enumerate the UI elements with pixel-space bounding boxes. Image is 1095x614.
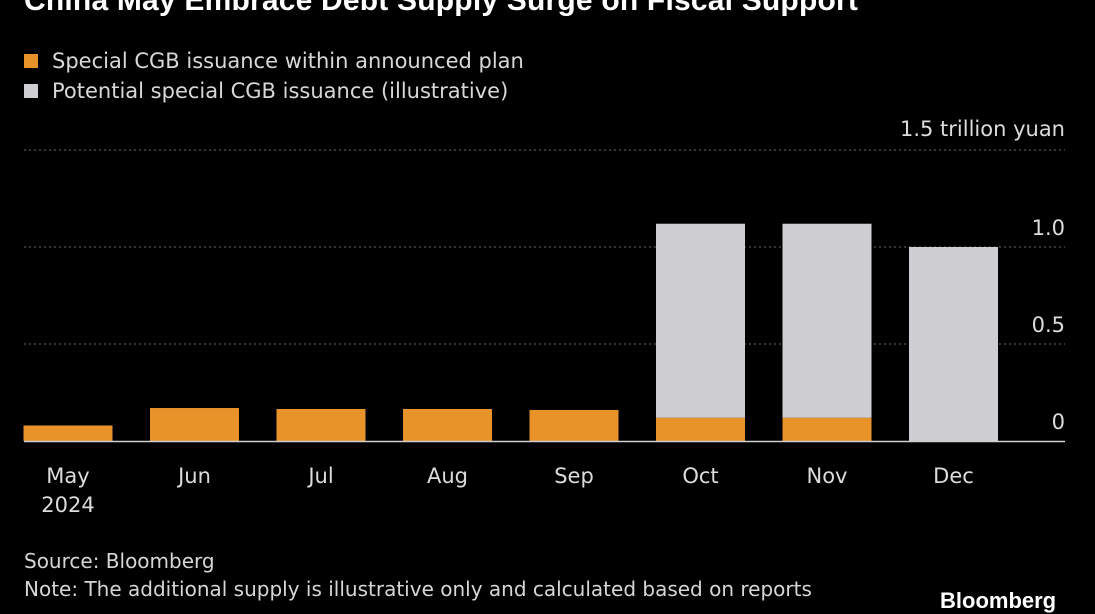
x-tick-label: Jun [176,464,211,488]
note-text: Note: The additional supply is illustrat… [24,577,812,601]
legend: Special CGB issuance within announced pl… [24,46,524,106]
x-tick-label: Dec [933,464,974,488]
brand-logo: Bloomberg [940,588,1057,613]
legend-item-potential: Potential special CGB issuance (illustra… [24,76,524,106]
x-tick-label: Jul [306,464,333,488]
y-tick-label: 1.0 [1032,216,1065,240]
legend-swatch-potential [24,84,38,98]
y-tick-label: 0 [1052,410,1065,434]
x-tick-label: Aug [427,464,468,488]
chart-area: 0 0.5 1.0 1.5 trillion yuan May 2024 Jun Jul Aug… [0,108,1095,528]
x-tick-label: Sep [554,464,594,488]
bar-chart: 0 0.5 1.0 1.5 trillion yuan May 2024 Jun Jul Aug… [23,117,1065,517]
legend-swatch-within-plan [24,54,38,68]
x-tick-label: May [46,464,89,488]
bar-within-plan [656,417,745,441]
source-text: Source: Bloomberg [24,549,215,573]
y-tick-label: 1.5 trillion yuan [900,117,1065,141]
footer: Source: Bloomberg Note: The additional s… [24,547,812,603]
legend-label-potential: Potential special CGB issuance (illustra… [52,79,509,103]
legend-item-within-plan: Special CGB issuance within announced pl… [24,46,524,76]
chart-title: China May Embrace Debt Supply Surge on F… [24,0,859,17]
bar-within-plan [276,408,366,441]
legend-label-within-plan: Special CGB issuance within announced pl… [52,49,524,73]
bar-within-plan [150,408,239,441]
x-tick-label: Nov [807,464,848,488]
y-tick-label: 0.5 [1032,313,1065,337]
bar-within-plan [782,417,872,441]
bar-within-plan [403,408,492,441]
x-tick-label: Oct [682,464,718,488]
bar-potential [656,223,745,418]
bar-potential [909,247,998,441]
bar-within-plan [529,409,619,441]
bar-within-plan [23,425,113,441]
x-tick-label: 2024 [41,493,94,517]
bar-potential [782,223,872,418]
